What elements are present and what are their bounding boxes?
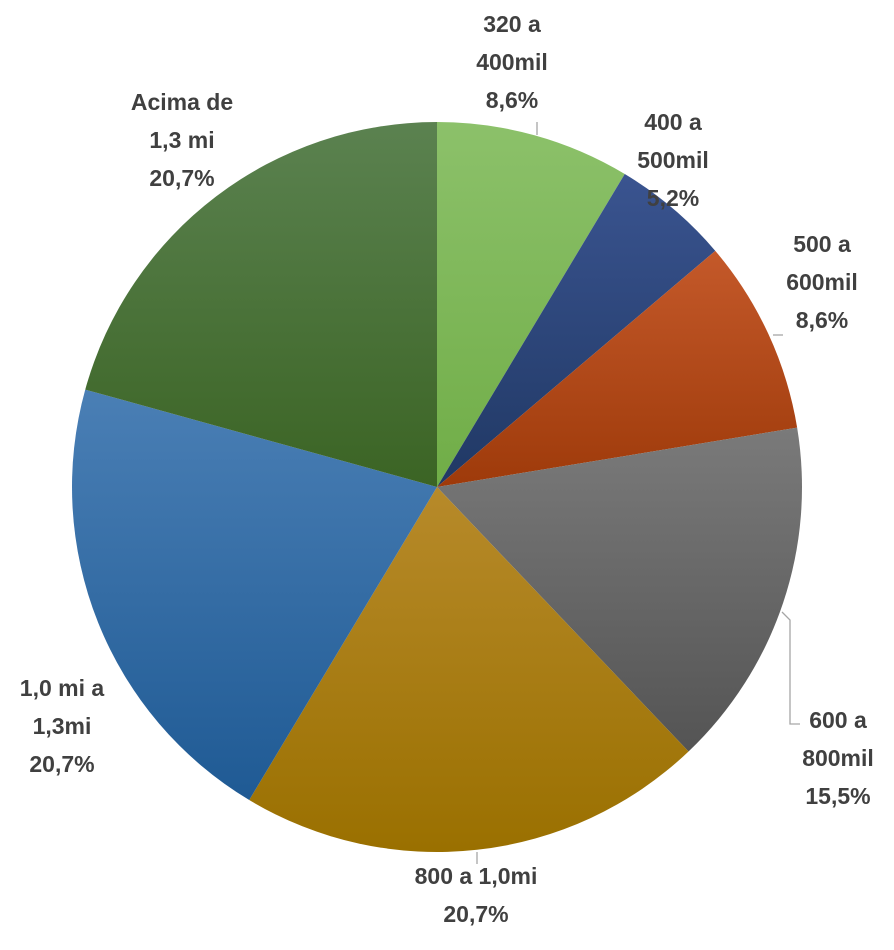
slice-label-7: Acima de 1,3 mi 20,7% — [131, 89, 233, 191]
slice-label-line: 1,3mi — [33, 713, 92, 739]
pie-slice-6 — [71, 389, 437, 800]
slice-label-line: 600 a — [809, 707, 867, 733]
leader-line-4 — [781, 611, 800, 725]
slice-label-line: Acima de — [131, 89, 233, 115]
slice-label-line: 8,6% — [796, 307, 848, 333]
pie-slice-3 — [437, 250, 798, 487]
slice-label-4: 600 a 800mil 15,5% — [802, 707, 874, 809]
slice-label-line: 600mil — [786, 269, 858, 295]
pie-slices — [71, 122, 803, 853]
slice-label-line: 15,5% — [805, 783, 870, 809]
slice-label-line: 400mil — [476, 49, 548, 75]
slice-label-line: 20,7% — [29, 751, 94, 777]
pie-slice-1 — [437, 122, 625, 487]
slice-label-line: 800 a 1,0mi — [415, 863, 538, 889]
slice-label-line: 20,7% — [149, 165, 214, 191]
slice-label-line: 400 a — [644, 109, 702, 135]
pie-slice-2 — [437, 174, 716, 487]
slice-label-3: 500 a 600mil 8,6% — [786, 231, 858, 333]
pie-slice-4 — [437, 427, 803, 752]
slice-label-5: 800 a 1,0mi 20,7% — [415, 863, 538, 927]
slice-label-line: 1,3 mi — [149, 127, 214, 153]
slice-label-line: 320 a — [483, 11, 541, 37]
pie-slice-5 — [249, 487, 689, 853]
slice-label-6: 1,0 mi a 1,3mi 20,7% — [20, 675, 105, 777]
slice-label-line: 500mil — [637, 147, 709, 173]
slice-labels: 320 a 400mil 8,6% 400 a 500mil 5,2% 500 a 600mi… — [20, 11, 874, 927]
pie-slice-7 — [85, 122, 438, 487]
slice-label-2: 400 a 500mil 5,2% — [637, 109, 709, 211]
slice-label-line: 500 a — [793, 231, 851, 257]
slice-label-line: 5,2% — [647, 185, 699, 211]
slice-label-line: 20,7% — [443, 901, 508, 927]
slice-label-line: 800mil — [802, 745, 874, 771]
leader-lines — [476, 122, 800, 864]
slice-label-line: 1,0 mi a — [20, 675, 105, 701]
slice-label-line: 8,6% — [486, 87, 538, 113]
slice-label-1: 320 a 400mil 8,6% — [476, 11, 548, 113]
